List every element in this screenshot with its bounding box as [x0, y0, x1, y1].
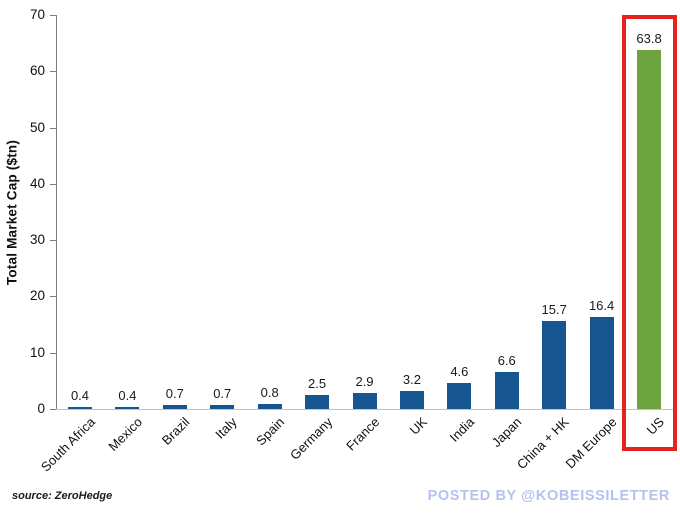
y-tick-label: 40: [29, 175, 45, 191]
bar-value-label: 0.7: [165, 386, 184, 402]
bar-value-label: 0.4: [118, 387, 137, 403]
y-tick-label: 70: [29, 7, 45, 22]
y-tick-mark: [50, 183, 56, 185]
bar-india: [447, 383, 472, 409]
bar-value-label: 3.2: [402, 371, 421, 387]
bar-spain: [257, 404, 282, 409]
x-category-label: UK: [406, 414, 430, 438]
y-tick-label: 60: [29, 63, 45, 79]
bar-value-label: 16.4: [588, 297, 615, 313]
x-category-label: Mexico: [105, 414, 146, 455]
bar-china-hk: [542, 320, 567, 409]
y-tick-label: 50: [29, 119, 45, 135]
bar-brazil: [162, 405, 187, 409]
x-category-label: Japan: [489, 414, 525, 450]
y-tick-mark: [50, 296, 56, 298]
x-category-label: France: [343, 414, 383, 454]
bar-mexico: [115, 406, 140, 409]
bar-value-label: 0.4: [70, 387, 90, 403]
x-axis-baseline: [56, 409, 676, 410]
bar-value-label: 2.5: [308, 375, 327, 391]
bar-germany: [305, 394, 330, 409]
bar-value-label: 63.8: [636, 30, 662, 46]
y-tick-label: 0: [37, 401, 45, 416]
bar-south-africa: [68, 406, 92, 409]
bar-value-label: 6.6: [497, 352, 516, 368]
bar-italy: [210, 405, 235, 409]
y-tick-mark: [50, 15, 56, 16]
source-note: source: ZeroHedge: [12, 490, 113, 502]
x-category-label: Germany: [286, 414, 336, 463]
y-tick-label: 10: [29, 344, 45, 360]
bar-japan: [494, 371, 519, 409]
bar-us: [637, 49, 662, 409]
bar-value-label: 15.7: [541, 301, 567, 317]
us-highlight-box: [622, 15, 677, 451]
bar-value-label: 2.9: [355, 373, 374, 389]
x-category-label: Italy: [212, 414, 241, 442]
y-axis-title: Total Market Cap ($tn): [4, 139, 20, 286]
bar-uk: [399, 390, 424, 409]
x-category-label: Brazil: [159, 414, 193, 448]
bar-dm-europe: [589, 316, 614, 409]
y-tick-label: 30: [29, 232, 45, 248]
bar-value-label: 4.6: [450, 364, 469, 380]
bar-value-label: 0.7: [213, 386, 232, 402]
y-tick-mark: [50, 352, 56, 354]
x-category-label: DM Europe: [562, 414, 620, 472]
y-axis-line: [56, 15, 57, 409]
y-tick-mark: [50, 71, 56, 73]
x-category-label: Spain: [253, 414, 288, 449]
bar-value-label: 0.8: [260, 385, 279, 401]
y-tick-mark: [50, 409, 56, 410]
y-tick-label: 20: [29, 288, 45, 304]
bar-france: [352, 392, 377, 409]
y-tick-mark: [50, 240, 56, 242]
x-category-label: South Africa: [37, 414, 98, 475]
y-tick-mark: [50, 127, 56, 129]
watermark-posted-by: POSTED BY @KOBEISSILETTER: [427, 488, 670, 504]
x-category-label: India: [446, 414, 478, 445]
